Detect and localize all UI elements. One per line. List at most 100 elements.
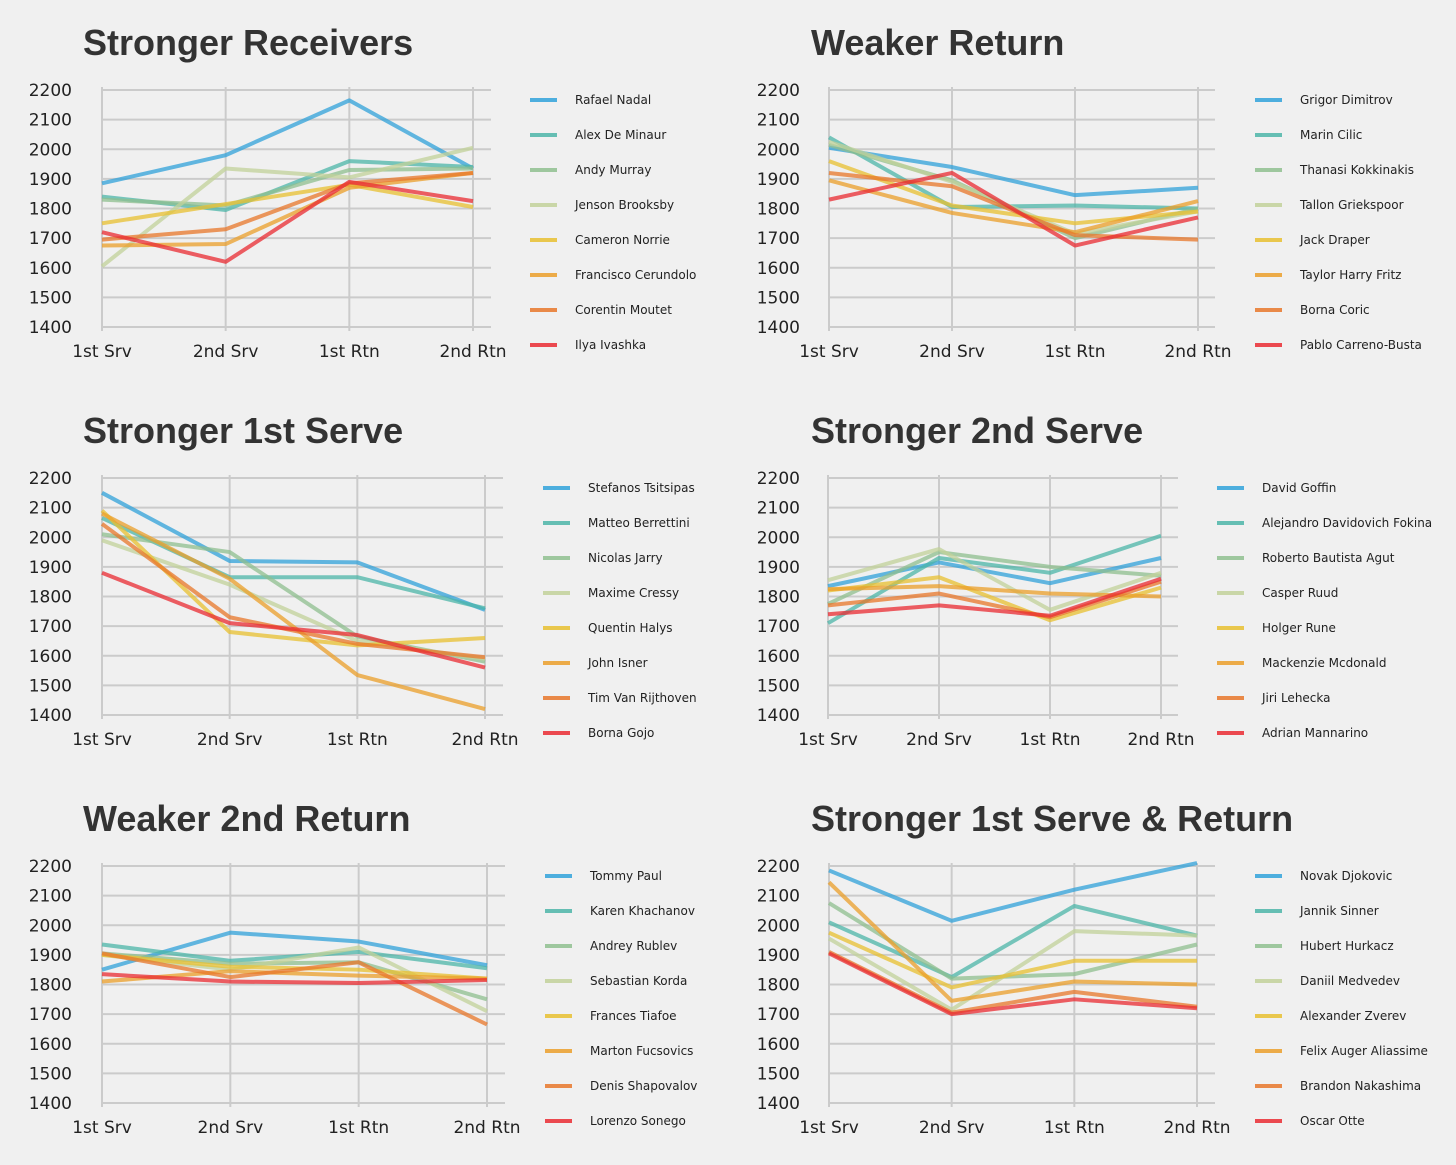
legend-label: Maxime Cressy	[588, 586, 679, 600]
x-tick-label: 2nd Srv	[906, 730, 972, 750]
series-line	[827, 929, 1198, 1012]
legend-label: Nicolas Jarry	[588, 551, 663, 565]
series-line	[101, 166, 474, 208]
y-tick-label: 2000	[757, 916, 800, 936]
chart-panel-3: Stronger 1st Serve 1400 1500 1600 1700 1800 19…	[29, 410, 697, 750]
x-tick-label: 2nd Srv	[193, 342, 259, 362]
series-line	[101, 491, 486, 612]
x-tick-label: 1st Rtn	[1044, 1118, 1105, 1138]
y-tick-label: 2200	[757, 81, 800, 101]
x-tick-label: 2nd Srv	[197, 730, 263, 750]
series-line	[827, 575, 1162, 623]
y-tick-label: 2200	[29, 857, 72, 877]
legend-label: Roberto Bautista Agut	[1262, 551, 1395, 565]
y-tick-label: 1500	[29, 1064, 72, 1084]
y-tick-label: 1700	[29, 229, 72, 249]
legend-label: Casper Ruud	[1262, 586, 1338, 600]
y-tick-label: 2000	[29, 916, 72, 936]
legend-label: Borna Coric	[1300, 303, 1370, 317]
legend-label: Adrian Mannarino	[1262, 726, 1368, 740]
legend-label: Tallon Griekspoor	[1299, 198, 1404, 212]
y-tick-label: 1400	[29, 706, 72, 726]
y-tick-label: 1900	[29, 558, 72, 578]
chart-title: Stronger Receivers	[83, 22, 413, 63]
y-tick-label: 1900	[757, 946, 800, 966]
chart-panel-1: Stronger Receivers 1400 1500 1600 1700 1800 19…	[29, 22, 697, 362]
y-tick-label: 1500	[757, 1064, 800, 1084]
x-tick-label: 1st Srv	[799, 342, 859, 362]
chart-panel-4: Stronger 2nd Serve 1400 1500 1600 1700 1800 19…	[757, 410, 1432, 750]
legend-label: Brandon Nakashima	[1300, 1079, 1421, 1093]
series-line	[828, 951, 1198, 1017]
y-tick-label: 1500	[29, 288, 72, 308]
legend-label: Denis Shapovalov	[590, 1079, 697, 1093]
y-tick-label: 2100	[29, 499, 72, 519]
legend-label: Cameron Norrie	[575, 233, 670, 247]
series-line	[827, 576, 1162, 618]
legend-label: Felix Auger Aliassime	[1300, 1044, 1428, 1058]
series-line	[101, 972, 488, 986]
y-tick-label: 1800	[757, 200, 800, 220]
legend-label: Marin Cilic	[1300, 128, 1362, 142]
legend-label: Ilya Ivashka	[575, 338, 646, 352]
y-tick-label: 1400	[757, 706, 800, 726]
y-tick-label: 2100	[757, 887, 800, 907]
legend-label: Holger Rune	[1262, 621, 1336, 635]
x-tick-label: 1st Rtn	[328, 1118, 389, 1138]
series-line	[101, 170, 474, 248]
chart-title: Weaker Return	[811, 22, 1064, 63]
series-line	[827, 880, 1198, 1003]
y-tick-label: 1500	[757, 676, 800, 696]
legend-label: Hubert Hurkacz	[1300, 939, 1394, 953]
y-tick-label: 1400	[29, 318, 72, 338]
y-tick-label: 1700	[757, 1005, 800, 1025]
series-line	[828, 145, 1199, 198]
legend-label: Stefanos Tsitsipas	[588, 481, 695, 495]
y-tick-label: 1600	[29, 647, 72, 667]
series-line	[101, 170, 474, 242]
y-tick-label: 1800	[757, 976, 800, 996]
legend-label: Sebastian Korda	[590, 974, 687, 988]
y-tick-label: 1500	[29, 676, 72, 696]
y-tick-label: 2200	[757, 469, 800, 489]
legend-label: Jack Draper	[1299, 233, 1370, 247]
legend-label: Novak Djokovic	[1300, 869, 1392, 883]
legend-label: Francisco Cerundolo	[575, 268, 696, 282]
y-tick-label: 1700	[29, 617, 72, 637]
y-tick-label: 2100	[757, 111, 800, 131]
legend-label: Frances Tiafoe	[590, 1009, 677, 1023]
y-tick-label: 2200	[29, 81, 72, 101]
y-tick-label: 1800	[29, 588, 72, 608]
y-tick-label: 2000	[757, 140, 800, 160]
legend-label: Andy Murray	[575, 163, 651, 177]
y-tick-label: 2000	[29, 528, 72, 548]
y-tick-label: 2200	[29, 469, 72, 489]
y-tick-label: 1800	[29, 200, 72, 220]
legend-label: Borna Gojo	[588, 726, 654, 740]
y-tick-label: 1900	[29, 946, 72, 966]
y-tick-label: 2000	[757, 528, 800, 548]
y-tick-label: 1500	[757, 288, 800, 308]
series-line	[827, 584, 1162, 599]
y-tick-label: 2100	[757, 499, 800, 519]
legend-label: Pablo Carreno-Busta	[1300, 338, 1422, 352]
legend-label: Jiri Lehecka	[1261, 691, 1331, 705]
legend-label: Karen Khachanov	[590, 904, 695, 918]
x-tick-label: 2nd Rtn	[453, 1118, 520, 1138]
series-line	[827, 550, 1162, 606]
x-tick-label: 1st Rtn	[327, 730, 388, 750]
series-line	[828, 861, 1198, 923]
y-tick-label: 1900	[757, 170, 800, 190]
x-tick-label: 1st Srv	[72, 342, 132, 362]
y-tick-label: 1600	[757, 259, 800, 279]
chart-panel-6: Stronger 1st Serve & Return 1400 1500 1600 1…	[757, 798, 1428, 1138]
legend-label: Oscar Otte	[1300, 1114, 1365, 1128]
legend-label: Mackenzie Mcdonald	[1262, 656, 1386, 670]
legend-label: David Goffin	[1262, 481, 1336, 495]
y-tick-label: 1600	[757, 647, 800, 667]
chart-title: Stronger 1st Serve	[83, 410, 403, 451]
x-tick-label: 1st Rtn	[1020, 730, 1081, 750]
legend-label: Quentin Halys	[588, 621, 673, 635]
legend-label: Alexander Zverev	[1300, 1009, 1406, 1023]
x-tick-label: 2nd Rtn	[439, 342, 506, 362]
